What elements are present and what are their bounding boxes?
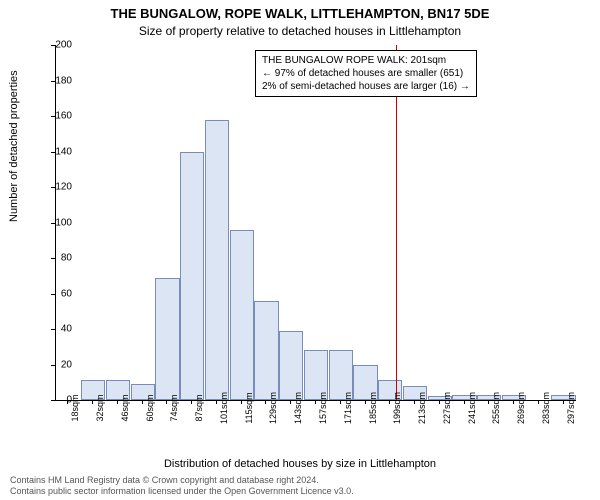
x-tick-label: 171sqm (343, 392, 353, 424)
x-tick-mark (67, 400, 68, 404)
x-tick-label: 241sqm (467, 392, 477, 424)
x-tick-label: 60sqm (145, 394, 155, 421)
x-tick-mark (265, 400, 266, 404)
y-axis-label: Number of detached properties (8, 70, 20, 222)
y-tick-mark (51, 223, 55, 224)
x-tick-mark (513, 400, 514, 404)
histogram-bar (205, 120, 229, 400)
chart-title-main: THE BUNGALOW, ROPE WALK, LITTLEHAMPTON, … (0, 6, 600, 21)
y-tick-mark (51, 294, 55, 295)
x-tick-mark (563, 400, 564, 404)
x-tick-mark (216, 400, 217, 404)
x-tick-mark (191, 400, 192, 404)
y-tick-mark (51, 81, 55, 82)
x-tick-mark (464, 400, 465, 404)
footer-line1: Contains HM Land Registry data © Crown c… (10, 475, 354, 486)
histogram-bar (180, 152, 204, 401)
y-tick-mark (51, 258, 55, 259)
x-tick-mark (340, 400, 341, 404)
chart-container: THE BUNGALOW, ROPE WALK, LITTLEHAMPTON, … (0, 0, 600, 500)
x-axis-label: Distribution of detached houses by size … (0, 458, 600, 470)
x-tick-label: 157sqm (318, 392, 328, 424)
x-tick-mark (166, 400, 167, 404)
x-tick-label: 283sqm (541, 392, 551, 424)
annotation-line3: 2% of semi-detached houses are larger (1… (262, 80, 470, 93)
histogram-bar (279, 331, 303, 400)
footer-line2: Contains public sector information licen… (10, 486, 354, 497)
y-tick-mark (51, 365, 55, 366)
x-tick-mark (117, 400, 118, 404)
x-tick-mark (92, 400, 93, 404)
property-marker-line (396, 45, 397, 400)
chart-title-sub: Size of property relative to detached ho… (0, 24, 600, 38)
histogram-bar (230, 230, 254, 400)
x-tick-label: 255sqm (491, 392, 501, 424)
annotation-line1: THE BUNGALOW ROPE WALK: 201sqm (262, 54, 470, 67)
x-tick-label: 101sqm (219, 392, 229, 424)
x-tick-mark (365, 400, 366, 404)
x-tick-mark (439, 400, 440, 404)
x-tick-mark (315, 400, 316, 404)
x-tick-label: 32sqm (95, 394, 105, 421)
y-tick-mark (51, 116, 55, 117)
x-tick-label: 18sqm (70, 394, 80, 421)
x-tick-mark (142, 400, 143, 404)
x-tick-label: 74sqm (169, 394, 179, 421)
x-tick-label: 227sqm (442, 392, 452, 424)
x-tick-mark (414, 400, 415, 404)
x-tick-mark (538, 400, 539, 404)
annotation-line2: ← 97% of detached houses are smaller (65… (262, 67, 470, 80)
x-tick-mark (241, 400, 242, 404)
x-tick-mark (290, 400, 291, 404)
x-tick-label: 87sqm (194, 394, 204, 421)
y-tick-mark (51, 45, 55, 46)
y-tick-mark (51, 187, 55, 188)
x-tick-mark (488, 400, 489, 404)
histogram-bar (155, 278, 179, 400)
histogram-bar (254, 301, 278, 400)
x-tick-label: 199sqm (392, 392, 402, 424)
x-tick-label: 269sqm (516, 392, 526, 424)
x-tick-label: 143sqm (293, 392, 303, 424)
y-tick-mark (51, 400, 55, 401)
annotation-box: THE BUNGALOW ROPE WALK: 201sqm ← 97% of … (255, 50, 477, 97)
y-tick-mark (51, 329, 55, 330)
x-tick-label: 297sqm (566, 392, 576, 424)
x-tick-label: 213sqm (417, 392, 427, 424)
x-tick-mark (389, 400, 390, 404)
y-tick-mark (51, 152, 55, 153)
plot-area (55, 45, 576, 401)
footer-attribution: Contains HM Land Registry data © Crown c… (10, 475, 354, 497)
x-tick-label: 185sqm (368, 392, 378, 424)
x-tick-label: 46sqm (120, 394, 130, 421)
x-tick-label: 129sqm (268, 392, 278, 424)
x-tick-label: 115sqm (244, 392, 254, 423)
